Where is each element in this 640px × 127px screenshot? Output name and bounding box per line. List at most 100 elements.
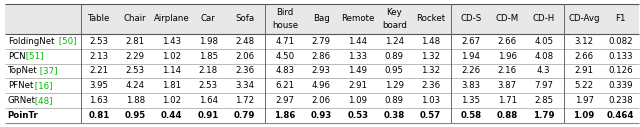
Text: 0.58: 0.58 <box>460 111 481 120</box>
Text: CD-Avg: CD-Avg <box>568 14 600 23</box>
Text: 0.95: 0.95 <box>385 66 404 75</box>
Text: 1.63: 1.63 <box>90 96 108 105</box>
Text: 2.36: 2.36 <box>421 81 440 90</box>
Text: 1.29: 1.29 <box>385 81 404 90</box>
Text: 2.91: 2.91 <box>348 81 367 90</box>
Text: 4.50: 4.50 <box>275 52 294 61</box>
Text: 0.95: 0.95 <box>125 111 146 120</box>
Text: Bag: Bag <box>313 14 330 23</box>
Text: 2.66: 2.66 <box>575 52 594 61</box>
Bar <box>5 64 639 78</box>
Text: 0.57: 0.57 <box>420 111 441 120</box>
Text: 2.85: 2.85 <box>534 96 554 105</box>
Text: 0.238: 0.238 <box>608 96 633 105</box>
Text: 5.22: 5.22 <box>575 81 594 90</box>
Text: board: board <box>381 21 406 30</box>
Bar <box>5 4 639 34</box>
Text: 1.86: 1.86 <box>274 111 296 120</box>
Text: 1.02: 1.02 <box>162 52 181 61</box>
Text: Table: Table <box>88 14 110 23</box>
Text: 0.464: 0.464 <box>607 111 634 120</box>
Text: Bird: Bird <box>276 8 294 17</box>
Text: 1.64: 1.64 <box>198 96 218 105</box>
Text: 1.44: 1.44 <box>348 37 367 46</box>
Text: 0.339: 0.339 <box>608 81 633 90</box>
Text: 1.49: 1.49 <box>348 66 367 75</box>
Text: Chair: Chair <box>124 14 147 23</box>
Text: 0.91: 0.91 <box>198 111 219 120</box>
Text: 0.88: 0.88 <box>497 111 518 120</box>
Text: 2.53: 2.53 <box>198 81 218 90</box>
Text: 4.05: 4.05 <box>534 37 554 46</box>
Text: 0.89: 0.89 <box>385 96 404 105</box>
Text: 2.66: 2.66 <box>498 37 517 46</box>
Text: F1: F1 <box>615 14 626 23</box>
Text: 2.21: 2.21 <box>90 66 108 75</box>
Text: 4.83: 4.83 <box>275 66 294 75</box>
Text: 1.98: 1.98 <box>198 37 218 46</box>
Text: 2.48: 2.48 <box>235 37 254 46</box>
Bar <box>5 34 639 49</box>
Text: 0.81: 0.81 <box>88 111 109 120</box>
Bar <box>5 78 639 93</box>
Text: 1.32: 1.32 <box>421 66 440 75</box>
Text: 0.44: 0.44 <box>161 111 182 120</box>
Text: 1.79: 1.79 <box>533 111 554 120</box>
Text: 2.16: 2.16 <box>498 66 517 75</box>
Text: 1.81: 1.81 <box>162 81 181 90</box>
Text: 1.97: 1.97 <box>575 96 593 105</box>
Text: Sofa: Sofa <box>235 14 254 23</box>
Text: 2.67: 2.67 <box>461 37 481 46</box>
Text: 4.08: 4.08 <box>534 52 554 61</box>
Text: 2.18: 2.18 <box>198 66 218 75</box>
Text: PoinTr: PoinTr <box>8 111 38 120</box>
Text: 1.14: 1.14 <box>162 66 181 75</box>
Text: 4.71: 4.71 <box>275 37 294 46</box>
Text: 1.48: 1.48 <box>421 37 440 46</box>
Text: [50]: [50] <box>56 37 77 46</box>
Text: 1.03: 1.03 <box>421 96 440 105</box>
Text: 1.09: 1.09 <box>573 111 595 120</box>
Text: 1.96: 1.96 <box>498 52 517 61</box>
Text: 0.38: 0.38 <box>383 111 405 120</box>
Text: 1.24: 1.24 <box>385 37 404 46</box>
Text: 7.97: 7.97 <box>534 81 554 90</box>
Text: 2.06: 2.06 <box>235 52 254 61</box>
Text: TopNet: TopNet <box>8 66 37 75</box>
Text: 3.34: 3.34 <box>235 81 254 90</box>
Text: 1.85: 1.85 <box>198 52 218 61</box>
Text: 1.09: 1.09 <box>348 96 367 105</box>
Text: 2.79: 2.79 <box>312 37 331 46</box>
Text: 0.89: 0.89 <box>385 52 404 61</box>
Text: 2.36: 2.36 <box>235 66 254 75</box>
Text: 6.21: 6.21 <box>275 81 294 90</box>
Text: 2.81: 2.81 <box>125 37 145 46</box>
Text: GRNet: GRNet <box>8 96 36 105</box>
Text: 2.26: 2.26 <box>461 66 481 75</box>
Text: 4.24: 4.24 <box>125 81 145 90</box>
Text: 1.88: 1.88 <box>125 96 145 105</box>
Text: 2.29: 2.29 <box>126 52 145 61</box>
Text: 1.43: 1.43 <box>162 37 181 46</box>
Text: [37]: [37] <box>37 66 58 75</box>
Text: 1.32: 1.32 <box>421 52 440 61</box>
Text: PFNet: PFNet <box>8 81 33 90</box>
Text: 0.133: 0.133 <box>608 52 633 61</box>
Text: PCN: PCN <box>8 52 26 61</box>
Text: [16]: [16] <box>32 81 52 90</box>
Text: 0.126: 0.126 <box>608 66 633 75</box>
Bar <box>5 108 639 123</box>
Text: Rocket: Rocket <box>416 14 445 23</box>
Text: 0.082: 0.082 <box>608 37 633 46</box>
Text: 2.53: 2.53 <box>125 66 145 75</box>
Text: 1.71: 1.71 <box>498 96 517 105</box>
Text: 2.86: 2.86 <box>312 52 331 61</box>
Text: 4.96: 4.96 <box>312 81 331 90</box>
Text: house: house <box>272 21 298 30</box>
Text: 0.79: 0.79 <box>234 111 255 120</box>
Text: 2.93: 2.93 <box>312 66 331 75</box>
Text: Key: Key <box>387 8 402 17</box>
Text: 1.33: 1.33 <box>348 52 367 61</box>
Bar <box>5 49 639 64</box>
Text: 3.95: 3.95 <box>90 81 108 90</box>
